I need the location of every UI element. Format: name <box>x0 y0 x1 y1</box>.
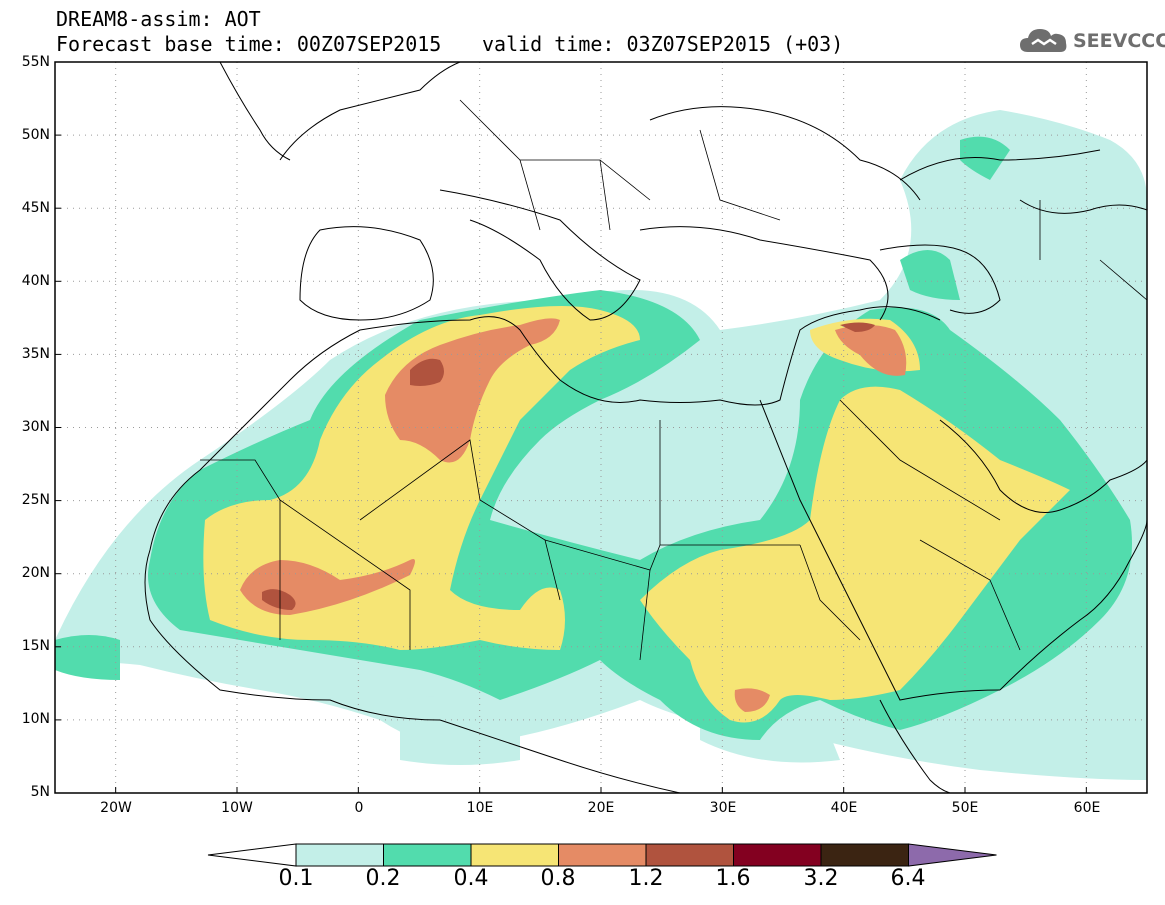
colorbar-label: 1.2 <box>628 866 664 891</box>
lat-label: 45N <box>21 200 50 216</box>
forecast-base-time: Forecast base time: 00Z07SEP2015 <box>56 32 442 56</box>
aot-level-1.2 <box>262 322 875 610</box>
lon-label: 50E <box>951 800 979 816</box>
lon-label: 60E <box>1073 800 1101 816</box>
lon-label: 20E <box>587 800 615 816</box>
lat-label: 35N <box>21 346 50 362</box>
map-title: DREAM8-assim: AOT <box>56 7 261 31</box>
cloud-icon <box>1020 29 1067 52</box>
colorbar-label: 3.2 <box>803 866 839 891</box>
colorbar-label: 1.6 <box>715 866 751 891</box>
seevccc-logo: SEEVCCC <box>1018 24 1165 60</box>
lat-label: 50N <box>21 127 50 143</box>
colorbar-label: 0.2 <box>365 866 401 891</box>
colorbar-label: 0.8 <box>540 866 576 891</box>
lon-label: 20W <box>100 800 132 816</box>
valid-time: valid time: 03Z07SEP2015 (+03) <box>482 32 844 56</box>
aot-field <box>55 110 1147 780</box>
lon-label: 30E <box>709 800 737 816</box>
lat-label: 10N <box>21 711 50 727</box>
lat-label: 30N <box>21 419 50 435</box>
lat-label: 25N <box>21 492 50 508</box>
lat-label: 5N <box>30 784 50 800</box>
colorbar-label: 0.1 <box>278 866 314 891</box>
lon-label: 10E <box>466 800 494 816</box>
graticule <box>55 62 1147 793</box>
lon-label: 0 <box>354 800 364 816</box>
lat-label: 40N <box>21 273 50 289</box>
coastlines <box>144 62 1147 793</box>
colorbar-label: 0.4 <box>453 866 489 891</box>
lon-label: 40E <box>830 800 858 816</box>
lat-label: 15N <box>21 638 50 654</box>
logo-text: SEEVCCC <box>1073 30 1165 52</box>
borders <box>200 99 1147 661</box>
lon-label: 10W <box>221 800 253 816</box>
lat-label: 55N <box>21 54 50 70</box>
axis-ticks <box>55 134 1087 793</box>
lat-label: 20N <box>21 565 50 581</box>
colorbar-label: 6.4 <box>890 866 926 891</box>
